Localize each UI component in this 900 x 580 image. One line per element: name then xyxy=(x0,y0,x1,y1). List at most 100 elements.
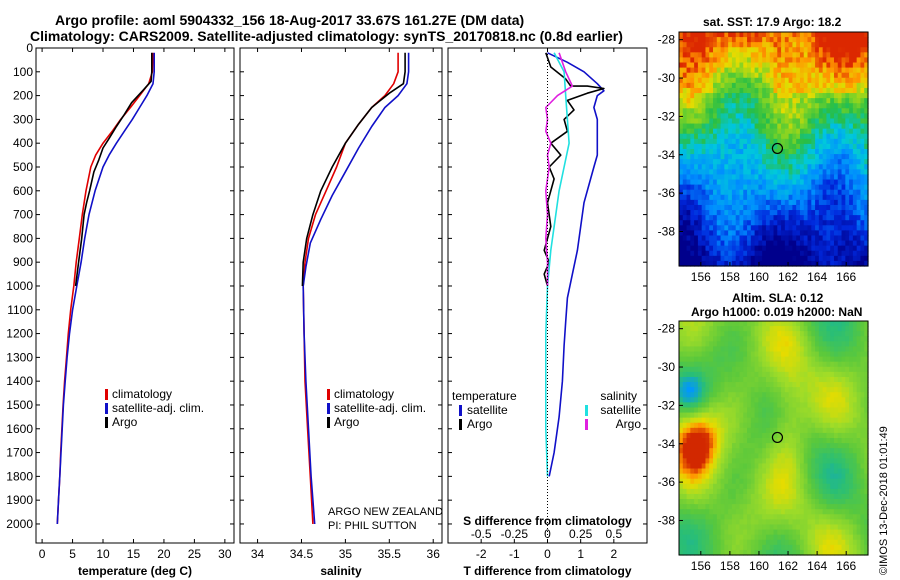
map-cell xyxy=(799,382,805,388)
map-cell xyxy=(773,215,778,221)
map-cell xyxy=(769,77,775,84)
map-cell xyxy=(705,412,710,419)
map-cell xyxy=(713,113,718,120)
map-cell xyxy=(845,184,850,191)
map-cell xyxy=(781,463,786,470)
argo-position-marker xyxy=(771,142,784,155)
map-cell xyxy=(765,67,771,74)
map-cell xyxy=(830,448,835,454)
map-cell xyxy=(818,422,824,429)
map-cell xyxy=(777,179,782,186)
map-cell xyxy=(799,184,805,191)
map-cell xyxy=(777,77,782,84)
map-cell xyxy=(705,468,710,475)
map-cell xyxy=(686,376,691,383)
map-cell xyxy=(731,488,737,495)
map-cell xyxy=(679,458,684,465)
map-cell xyxy=(728,544,733,551)
map-cell xyxy=(781,544,786,551)
map-cell xyxy=(750,184,756,191)
map-cell xyxy=(762,432,767,439)
map-cell xyxy=(709,478,714,485)
map-cell xyxy=(724,225,729,231)
map-cell xyxy=(747,549,752,556)
map-cell xyxy=(860,382,865,388)
map-cell xyxy=(852,458,858,465)
map-cell xyxy=(807,210,812,216)
map-cell xyxy=(822,220,828,226)
map-cell xyxy=(713,346,718,353)
map-cell xyxy=(743,260,748,267)
map-cell xyxy=(773,103,778,109)
map-cell xyxy=(811,189,816,196)
map-cell xyxy=(796,361,801,368)
map-cell xyxy=(781,376,786,383)
map-cell xyxy=(739,361,744,368)
map-cell xyxy=(682,113,688,120)
map-cell xyxy=(758,366,763,373)
map-cell xyxy=(682,174,688,181)
map-cell xyxy=(705,539,710,546)
map-cell xyxy=(773,417,778,424)
map-cell xyxy=(811,32,816,38)
map-cell xyxy=(758,52,763,59)
map-cell xyxy=(747,118,752,125)
map-cell xyxy=(762,220,767,226)
s-diff-tick-label: -0.25 xyxy=(501,527,529,541)
map-cell xyxy=(697,113,703,120)
map-cell xyxy=(803,524,809,531)
map-cell xyxy=(724,519,729,526)
map-cell xyxy=(849,356,854,363)
map-cell xyxy=(792,82,797,89)
map-cell xyxy=(735,37,741,43)
map-cell xyxy=(735,108,741,114)
map-cell xyxy=(799,220,805,226)
map-cell xyxy=(788,87,793,94)
map-cell xyxy=(739,72,744,79)
map-cell xyxy=(686,240,691,247)
map-cell xyxy=(709,67,714,74)
map-cell xyxy=(743,326,748,332)
map-cell xyxy=(792,57,797,64)
map-cell xyxy=(830,549,835,556)
map-cell xyxy=(849,493,854,500)
map-cell xyxy=(679,412,684,419)
map-cell xyxy=(679,361,684,368)
map-cell xyxy=(830,235,835,242)
map-cell xyxy=(765,82,771,89)
map-cell xyxy=(697,504,703,510)
map-cell xyxy=(679,397,684,403)
map-cell xyxy=(697,133,703,140)
map-cell xyxy=(781,549,786,556)
map-cell xyxy=(747,539,752,546)
map-cell xyxy=(739,230,744,237)
map-cell xyxy=(750,371,756,378)
map-cell xyxy=(815,331,820,337)
map-cell xyxy=(769,184,775,191)
map-cell xyxy=(849,346,854,353)
map-cell xyxy=(743,321,748,327)
map-cell xyxy=(709,169,714,176)
map-cell xyxy=(724,356,729,363)
map-cell xyxy=(697,118,703,125)
map-cell xyxy=(811,108,816,114)
map-cell xyxy=(788,478,793,485)
map-cell xyxy=(679,255,684,262)
map-cell xyxy=(690,331,695,337)
map-cell xyxy=(713,422,718,429)
map-cell xyxy=(799,519,805,526)
map-cell xyxy=(739,67,744,74)
map-cell xyxy=(811,149,816,155)
map-cell xyxy=(822,376,828,383)
map-cell xyxy=(856,417,862,424)
map-cell xyxy=(713,62,718,69)
map-cell xyxy=(852,407,858,414)
map-cell xyxy=(720,245,725,252)
map-cell xyxy=(837,544,843,551)
map-cell xyxy=(792,371,797,378)
map-x-tick-label: 158 xyxy=(720,270,740,284)
map-cell xyxy=(750,458,756,465)
map-cell xyxy=(739,397,744,403)
map-cell xyxy=(777,184,782,191)
y-tick-label: 1500 xyxy=(6,398,33,412)
